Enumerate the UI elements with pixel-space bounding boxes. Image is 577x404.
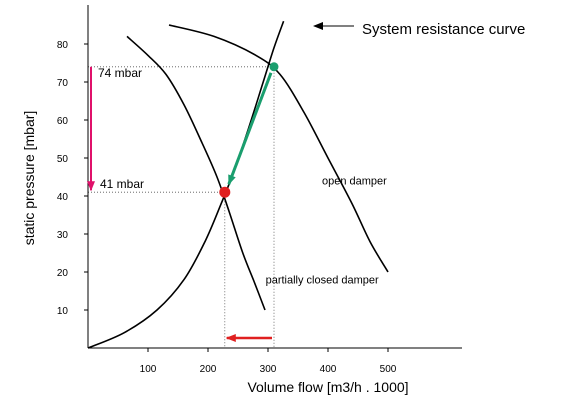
y-axis-label: static pressure [mbar] (21, 111, 37, 246)
y-tick-label: 70 (57, 78, 69, 89)
operating-point-open (269, 62, 279, 72)
system-resistance-label: System resistance curve (362, 21, 525, 38)
open-damper-label: open damper (322, 176, 387, 188)
operating-point-partial (219, 186, 231, 198)
x-tick-label: 100 (140, 364, 157, 375)
y-tick-label: 50 (57, 154, 69, 165)
operating-points (219, 62, 279, 198)
curves (87, 20, 389, 349)
guide-lines (88, 66, 275, 348)
y-tick-label: 60 (57, 116, 69, 127)
partially-closed-damper-label: partially closed damper (266, 274, 379, 286)
y-tick-label: 30 (57, 230, 69, 241)
x-tick-label: 200 (200, 364, 217, 375)
x-tick-label: 500 (380, 364, 397, 375)
y-tick-label: 40 (57, 192, 69, 203)
pressure-74-label: 74 mbar (98, 66, 142, 80)
x-tick-label: 400 (320, 364, 337, 375)
x-axis-label: Volume flow [m3/h . 1000] (247, 379, 408, 395)
pressure-41-label: 41 mbar (100, 177, 144, 191)
axis-ticks: 10 20 30 40 50 60 70 80 100 200 300 400 500 (57, 40, 397, 375)
system-resistance-curve (87, 20, 285, 349)
operating-point-shift-arrow (227, 72, 273, 186)
y-tick-label: 10 (57, 306, 69, 317)
y-tick-label: 80 (57, 40, 69, 51)
y-tick-label: 20 (57, 268, 69, 279)
partially-closed-damper-curve (126, 35, 266, 311)
open-damper-curve (168, 24, 389, 273)
x-tick-label: 300 (260, 364, 277, 375)
